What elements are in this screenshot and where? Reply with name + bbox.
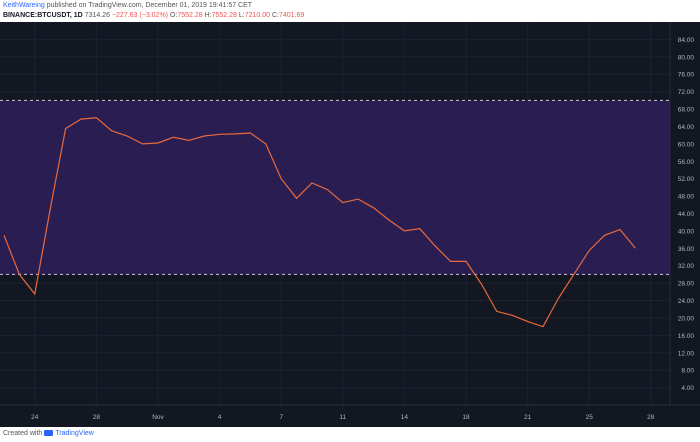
- x-tick-label: 24: [31, 414, 39, 421]
- price-line: [3, 117, 636, 328]
- tradingview-link[interactable]: TradingView: [55, 430, 94, 437]
- published-text: published on TradingView.com, December 0…: [46, 2, 253, 9]
- x-axis[interactable]: 2428Nov47111418212528Dec: [31, 414, 700, 421]
- symbol-info: BINANCE:BTCUSDT, 1D 7314.26 −227.63 (−3.…: [3, 12, 304, 19]
- y-tick-label: 32.00: [678, 263, 695, 270]
- y-tick-label: 44.00: [678, 211, 695, 218]
- range-band: [0, 100, 670, 275]
- y-tick-label: 20.00: [678, 315, 695, 322]
- y-tick-label: 52.00: [678, 176, 695, 183]
- y-tick-label: 48.00: [678, 194, 695, 201]
- x-tick-label: 28: [93, 414, 101, 421]
- y-tick-label: 72.00: [678, 89, 695, 96]
- x-tick-label: 14: [401, 414, 409, 421]
- close-label: C:: [271, 12, 279, 19]
- low-value: 7210.00: [244, 12, 271, 19]
- open-label: O:: [169, 12, 178, 19]
- y-tick-label: 8.00: [681, 368, 694, 375]
- high-value: 7552.28: [211, 12, 237, 19]
- symbol-label[interactable]: BINANCE:BTCUSDT, 1D: [3, 12, 83, 19]
- author-link[interactable]: KeithWareing: [3, 2, 45, 9]
- y-tick-label: 4.00: [681, 385, 694, 392]
- y-tick-label: 80.00: [678, 54, 695, 61]
- x-tick-label: 11: [339, 414, 346, 421]
- close-value: 7401.69: [278, 12, 305, 19]
- y-tick-label: 12.00: [678, 350, 695, 357]
- created-with: Created with TradingView: [3, 430, 94, 437]
- y-tick-label: 16.00: [678, 333, 695, 340]
- price-chart[interactable]: 4.00 8.00 12.00 16.00 20.00 24.00 28.00 32.00 36…: [0, 22, 700, 427]
- y-tick-label: 76.00: [678, 72, 695, 79]
- y-tick-label: 84.00: [678, 37, 695, 44]
- x-tick-label: 7: [279, 414, 283, 421]
- last-price: 7314.26: [84, 12, 110, 19]
- open-value: 7552.28: [177, 12, 203, 19]
- y-tick-label: 24.00: [678, 298, 695, 305]
- y-axis[interactable]: 4.00 8.00 12.00 16.00 20.00 24.00 28.00 32.00 36…: [678, 37, 695, 392]
- tradingview-logo-icon: [44, 430, 54, 437]
- publish-info: KeithWareing published on TradingView.co…: [3, 2, 252, 9]
- y-tick-label: 64.00: [678, 124, 695, 131]
- low-label: L:: [238, 12, 245, 19]
- x-tick-label: 4: [218, 414, 222, 421]
- chart-header: KeithWareing published on TradingView.co…: [0, 0, 700, 23]
- x-tick-label: 18: [462, 414, 470, 421]
- y-tick-label: 60.00: [678, 141, 695, 148]
- x-tick-label: 21: [524, 414, 532, 421]
- y-tick-label: 36.00: [678, 246, 695, 253]
- x-tick-label: 28: [647, 414, 655, 421]
- y-tick-label: 56.00: [678, 159, 695, 166]
- x-tick-label: 25: [586, 414, 594, 421]
- x-tick-label: Nov: [152, 414, 164, 421]
- created-with-text: Created with: [3, 430, 43, 437]
- y-tick-label: 28.00: [678, 281, 695, 288]
- price-change: −227.63 (−3.02%): [111, 12, 168, 19]
- chart-footer: Created with TradingView: [0, 427, 700, 442]
- y-tick-label: 68.00: [678, 107, 695, 114]
- high-label: H:: [204, 12, 212, 19]
- y-tick-label: 40.00: [678, 228, 695, 235]
